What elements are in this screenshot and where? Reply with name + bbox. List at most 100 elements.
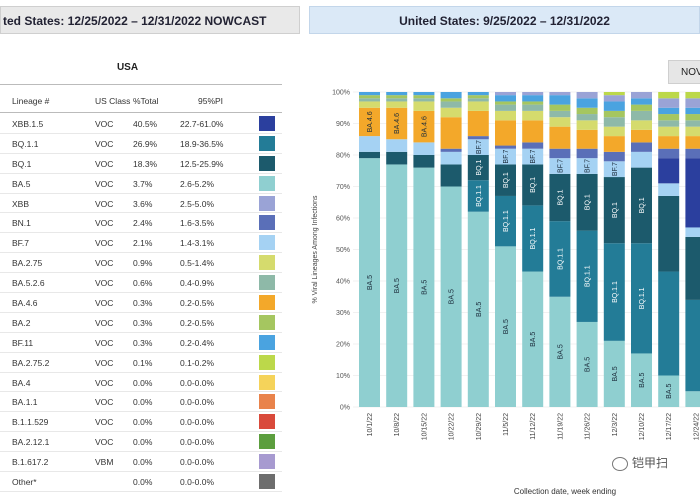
- bar-segment: [467, 95, 489, 99]
- bar-label: BA.5: [503, 319, 510, 334]
- bar-segment: [467, 155, 489, 181]
- bar-segment: [467, 139, 489, 155]
- bar-segment: [603, 92, 625, 96]
- lineage-total: 0.0%: [133, 437, 153, 448]
- bar-segment: [603, 136, 625, 152]
- bar-segment: [658, 120, 680, 127]
- bar-label: BQ.1: [639, 197, 646, 213]
- bar-label: BQ.1.1: [585, 265, 592, 287]
- lineage-color-swatch: [259, 275, 275, 291]
- bar-segment: [413, 98, 435, 102]
- x-tick-label: 11/26/22: [585, 413, 592, 440]
- bar-segment: [603, 151, 625, 162]
- bar-label: BQ.1: [503, 172, 510, 188]
- lineage-total: 26.9%: [133, 138, 158, 149]
- bar-segment: [576, 92, 598, 99]
- watermark: 铠甲扫: [612, 454, 668, 471]
- lineage-color-swatch: [259, 474, 275, 490]
- lineage-class: VOC: [95, 178, 114, 189]
- bar-segment: [685, 299, 700, 392]
- table-row: BQ.1 VOC 18.3% 12.5-25.9%: [0, 154, 282, 174]
- bar-segment: [359, 92, 380, 96]
- bar-segment: [495, 145, 516, 149]
- lineage-pi: 22.7-61.0%: [180, 119, 224, 129]
- table-row: BA.4 VOC 0.0% 0.0-0.0%: [0, 373, 282, 393]
- lineage-total: 0.3%: [133, 317, 153, 328]
- bar-segment: [603, 95, 625, 102]
- lineage-color-swatch: [259, 195, 275, 211]
- bar-segment: [386, 101, 408, 108]
- bar-segment: [631, 110, 652, 121]
- table-row: XBB VOC 3.6% 2.5-5.0%: [0, 194, 282, 214]
- bar-segment: [658, 183, 680, 196]
- lineage-color-swatch: [259, 175, 275, 191]
- bar-segment: [359, 101, 380, 108]
- bar-segment: [522, 95, 544, 102]
- right-panel-banner: United States: 9/25/2022 – 12/31/2022: [309, 6, 700, 34]
- bar-segment: [576, 120, 598, 130]
- bar-label: BA.5: [612, 366, 619, 381]
- lineage-total: 0.0%: [133, 417, 153, 428]
- bar-label: BQ.1.1: [639, 287, 646, 309]
- bar-segment: [495, 148, 516, 165]
- bar-segment: [685, 391, 700, 407]
- bar-label: BA.4.6: [421, 116, 428, 137]
- bar-segment: [467, 101, 489, 111]
- bar-segment: [359, 151, 380, 159]
- bar-segment: [549, 221, 571, 297]
- lineage-color-swatch: [259, 255, 275, 271]
- bar-label: BA.4.6: [394, 113, 401, 134]
- bar-segment: [631, 120, 652, 130]
- lineage-color-swatch: [259, 354, 275, 370]
- lineage-pi: 0.0-0.0%: [180, 477, 215, 488]
- bar-segment: [495, 120, 516, 146]
- bar-segment: [576, 321, 598, 407]
- lineage-total: 3.7%: [133, 178, 153, 189]
- lineage-name: BA.1.1: [12, 397, 38, 408]
- bar-segment: [685, 236, 700, 300]
- bar-segment: [685, 148, 700, 159]
- bar-segment: [631, 167, 652, 244]
- bar-segment: [495, 101, 516, 105]
- table-row: BA.1.1 VOC 0.0% 0.0-0.0%: [0, 392, 282, 413]
- y-tick-label: 30%: [336, 310, 350, 317]
- x-tick-label: 12/3/22: [612, 413, 619, 436]
- bar-segment: [603, 177, 625, 244]
- bar-segment: [413, 92, 435, 96]
- lineage-class: VOC: [95, 437, 114, 448]
- lineage-table: XBB.1.5 VOC 40.5% 22.7-61.0% BQ.1.1 VOC 26.9% 1…: [0, 114, 282, 492]
- lineage-total: 0.3%: [133, 337, 153, 348]
- bar-segment: [522, 101, 544, 105]
- bar-segment: [522, 120, 544, 143]
- bar-segment: [467, 211, 489, 407]
- bar-segment: [440, 186, 462, 407]
- lineage-class: VOC: [95, 218, 114, 229]
- lineage-class: VOC: [95, 198, 114, 209]
- column-header-pi: 95%PI: [198, 96, 224, 106]
- lineage-class: VOC: [95, 298, 114, 309]
- table-row: BF.11 VOC 0.3% 0.2-0.4%: [0, 333, 282, 353]
- bar-label: BQ.1: [585, 194, 592, 210]
- y-tick-label: 10%: [336, 373, 350, 380]
- bar-segment: [549, 95, 571, 105]
- bar-segment: [413, 167, 435, 407]
- lineage-total: 18.3%: [133, 158, 158, 169]
- bar-segment: [603, 243, 625, 341]
- bar-label: BA.5: [585, 357, 592, 372]
- y-tick-label: 60%: [336, 216, 350, 223]
- x-tick-label: 10/15/22: [421, 413, 428, 440]
- y-tick-label: 0%: [340, 405, 350, 412]
- table-top-divider: [0, 84, 282, 85]
- lineage-total: 2.1%: [133, 238, 153, 249]
- bar-segment: [576, 230, 598, 322]
- x-tick-label: 11/5/22: [503, 413, 510, 436]
- bar-segment: [576, 148, 598, 159]
- bar-segment: [467, 110, 489, 137]
- lineage-name: B.1.1.529: [12, 417, 49, 428]
- lineage-total: 0.0%: [133, 477, 153, 488]
- bar-segment: [631, 92, 652, 99]
- table-row: BN.1 VOC 2.4% 1.6-3.5%: [0, 213, 282, 234]
- x-axis-label: Collection date, week ending: [514, 487, 616, 496]
- lineage-class: VOC: [95, 317, 114, 328]
- nowcast-tab[interactable]: NOV: [668, 60, 700, 84]
